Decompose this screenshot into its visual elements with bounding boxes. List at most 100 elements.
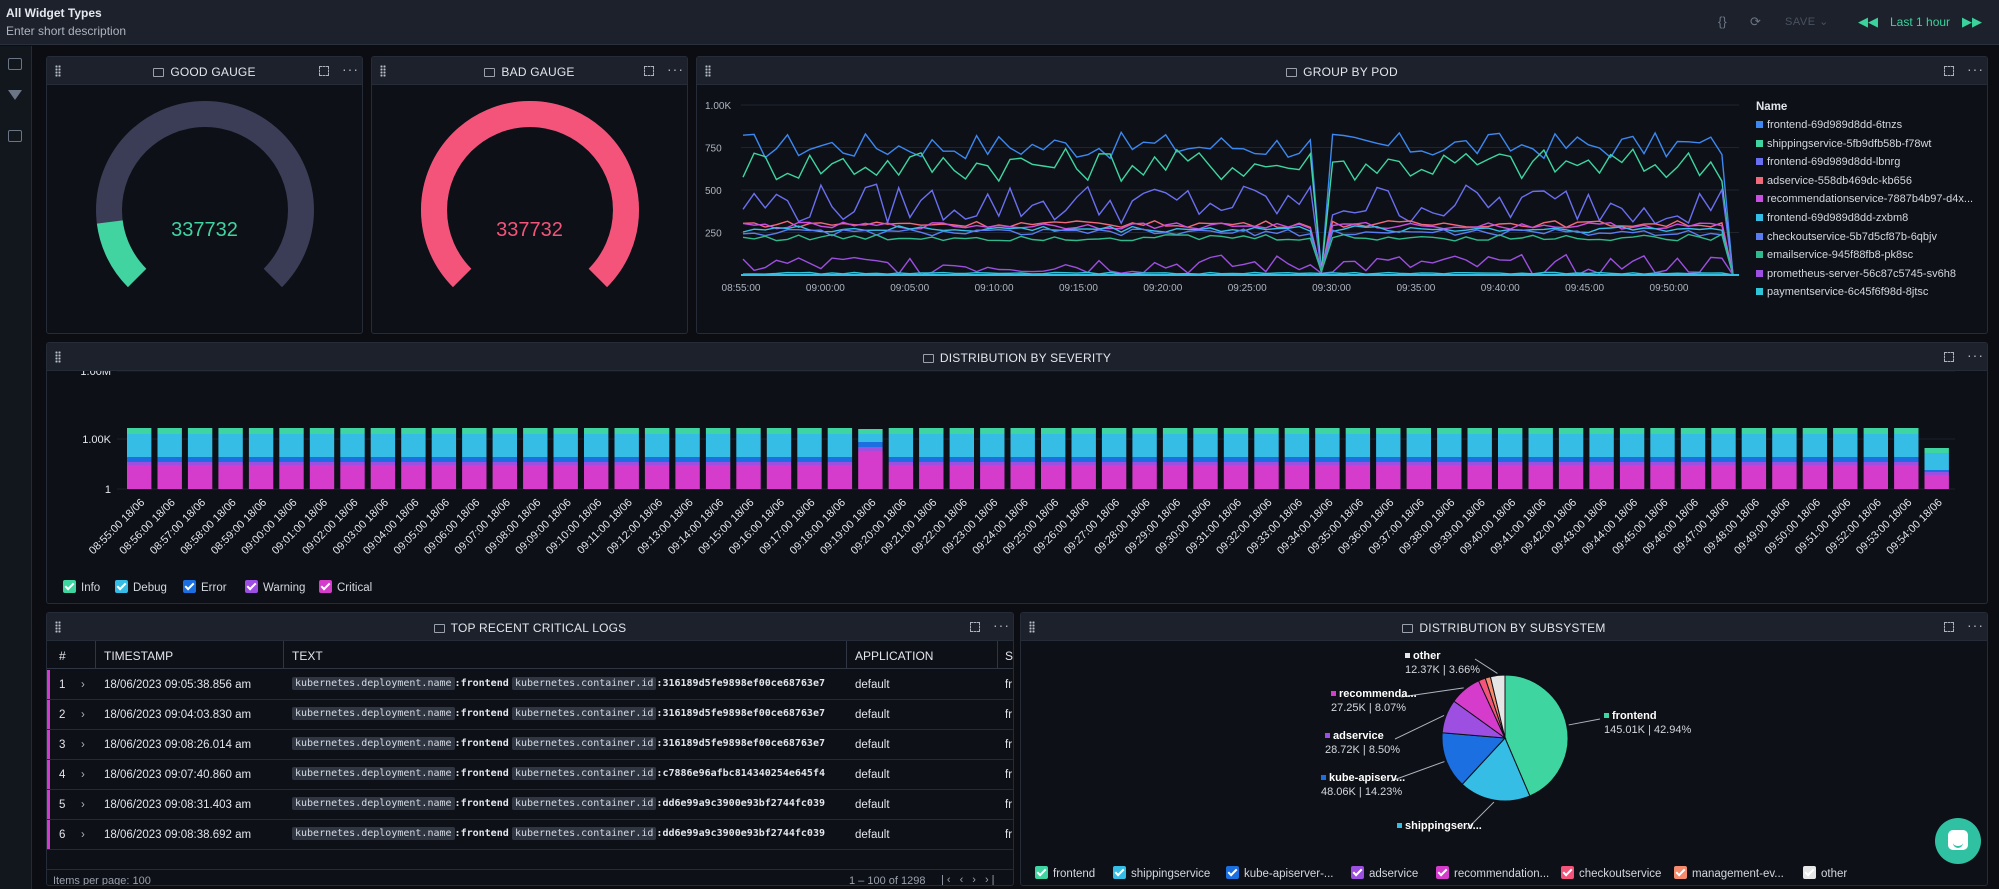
bar-stack[interactable] (1711, 428, 1736, 489)
legend-item[interactable]: frontend-69d989d8dd-zxbm8 (1756, 212, 1908, 224)
bar-stack[interactable] (1650, 428, 1675, 489)
checkbox-icon[interactable] (1436, 866, 1449, 879)
legend-item[interactable]: checkoutservice-5b7d5cf87b-6qbjv (1756, 231, 1937, 243)
bar-stack[interactable] (1101, 428, 1127, 489)
bar-stack[interactable] (1894, 428, 1919, 489)
fast-forward-icon[interactable]: ▶▶ (1962, 14, 1982, 29)
items-per-page[interactable]: Items per page: 100 (53, 875, 151, 886)
expand-icon[interactable] (1944, 352, 1954, 362)
expand-row-icon[interactable]: › (81, 679, 85, 691)
expand-row-icon[interactable]: › (81, 739, 85, 751)
bar-stack[interactable] (1254, 428, 1279, 489)
legend-item[interactable]: management-ev... (1674, 866, 1784, 880)
more-options-icon[interactable]: ··· (993, 617, 1010, 633)
bar-stack[interactable] (553, 428, 578, 489)
more-options-icon[interactable]: ··· (667, 61, 684, 77)
bar-stack[interactable] (614, 428, 639, 489)
table-row[interactable]: 6 › 18/06/2023 09:08:38.692 am kubernete… (47, 820, 1013, 850)
bar-stack[interactable] (919, 428, 944, 489)
bar-stack[interactable] (1528, 428, 1553, 489)
legend-item[interactable]: frontend-69d989d8dd-6tnzs (1756, 119, 1902, 131)
sidebar-toggle-icon[interactable] (8, 58, 22, 70)
expand-icon[interactable] (1944, 622, 1954, 632)
code-icon[interactable]: {} (1718, 14, 1727, 29)
dashboard-title[interactable]: All Widget Types (6, 6, 102, 20)
bar-stack[interactable] (248, 428, 274, 489)
legend-item[interactable]: adservice (1351, 866, 1418, 880)
expand-icon[interactable] (319, 66, 329, 76)
bar-stack[interactable] (1406, 428, 1431, 489)
legend-item[interactable]: paymentservice-6c45f6f98d-8jtsc (1756, 286, 1928, 298)
more-options-icon[interactable]: ··· (1967, 617, 1984, 633)
drag-handle-icon[interactable] (55, 621, 61, 633)
refresh-icon[interactable]: ⟳ (1750, 14, 1761, 29)
checkbox-icon[interactable] (1035, 866, 1048, 879)
bar-stack[interactable] (1833, 428, 1858, 489)
pie-slice[interactable] (1489, 674, 1506, 739)
bar-stack[interactable] (1376, 428, 1401, 489)
bar-stack[interactable] (1345, 428, 1371, 489)
legend-item[interactable]: Info (63, 580, 100, 594)
bar-stack[interactable] (340, 428, 365, 489)
bar-stack[interactable] (1284, 428, 1310, 489)
bar-stack[interactable] (431, 428, 457, 489)
bar-stack[interactable] (1741, 428, 1767, 489)
bar-stack[interactable] (1772, 428, 1797, 489)
bar-stack[interactable] (1071, 428, 1096, 489)
legend-item[interactable]: emailservice-945f88fb8-pk8sc (1756, 249, 1913, 261)
checkbox-icon[interactable] (245, 580, 258, 593)
bar-stack[interactable] (1193, 428, 1218, 489)
bar-stack[interactable] (492, 428, 517, 489)
expand-row-icon[interactable]: › (81, 709, 85, 721)
bar-stack[interactable] (157, 428, 182, 489)
checkbox-icon[interactable] (1803, 866, 1816, 879)
rewind-icon[interactable]: ◀◀ (1858, 14, 1878, 29)
bar-stack[interactable] (1680, 428, 1706, 489)
bar-stack[interactable] (858, 429, 883, 489)
more-options-icon[interactable]: ··· (342, 61, 359, 77)
bar-stack[interactable] (1498, 428, 1523, 489)
pie-slice[interactable] (1441, 732, 1507, 785)
checkbox-icon[interactable] (1351, 866, 1364, 879)
legend-item[interactable]: other (1803, 866, 1847, 880)
more-options-icon[interactable]: ··· (1967, 347, 1984, 363)
filter-icon[interactable] (8, 90, 22, 100)
bar-stack[interactable] (401, 428, 426, 489)
pie-slice[interactable] (1504, 674, 1569, 797)
bar-stack[interactable] (766, 428, 792, 489)
bar-stack[interactable] (370, 428, 396, 489)
column-header-text[interactable]: TEXT (292, 649, 323, 663)
table-row[interactable]: 1 › 18/06/2023 09:05:38.856 am kubernete… (47, 670, 1013, 700)
legend-item[interactable]: frontend-69d989d8dd-lbnrg (1756, 156, 1900, 168)
bar-stack[interactable] (127, 428, 152, 489)
bar-stack[interactable] (1223, 428, 1249, 489)
table-row[interactable]: 4 › 18/06/2023 09:07:40.860 am kubernete… (47, 760, 1013, 790)
drag-handle-icon[interactable] (55, 65, 61, 77)
bar-stack[interactable] (1589, 428, 1614, 489)
pie-slice[interactable] (1461, 737, 1531, 802)
column-header-timestamp[interactable]: TIMESTAMP (104, 649, 174, 663)
checkbox-icon[interactable] (63, 580, 76, 593)
pagination-icons[interactable]: |‹ ‹ › ›| (941, 874, 998, 886)
bar-stack[interactable] (888, 428, 914, 489)
bar-stack[interactable] (797, 428, 822, 489)
legend-item[interactable]: recommendation... (1436, 866, 1549, 880)
bar-stack[interactable] (1010, 428, 1035, 489)
checkbox-icon[interactable] (1226, 866, 1239, 879)
checkbox-icon[interactable] (183, 580, 196, 593)
legend-item[interactable]: Critical (319, 580, 372, 594)
column-header-number[interactable]: # (59, 649, 66, 663)
bar-stack[interactable] (462, 428, 487, 489)
add-widget-icon[interactable] (8, 130, 22, 142)
expand-icon[interactable] (970, 622, 980, 632)
save-button[interactable]: SAVE ⌄ (1785, 16, 1829, 28)
bar-stack[interactable] (1558, 428, 1584, 489)
bar-stack[interactable] (1437, 428, 1462, 489)
chat-support-button[interactable] (1935, 818, 1981, 864)
checkbox-icon[interactable] (1113, 866, 1126, 879)
legend-item[interactable]: Error (183, 580, 227, 594)
legend-item[interactable]: frontend (1035, 866, 1095, 880)
column-header-subsystem[interactable]: S (1005, 649, 1014, 663)
checkbox-icon[interactable] (1674, 866, 1687, 879)
time-range-selector[interactable]: Last 1 hour (1890, 15, 1951, 29)
